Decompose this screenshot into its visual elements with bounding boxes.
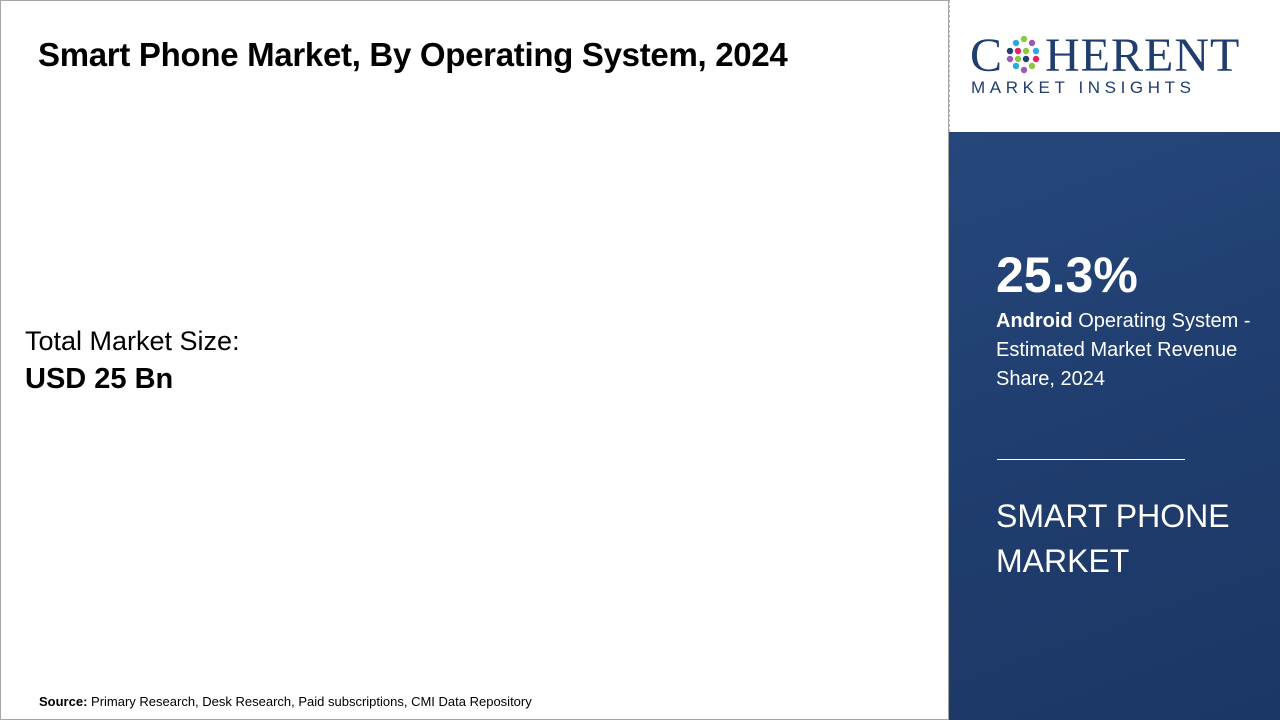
- market-name: SMART PHONE MARKET: [996, 498, 1230, 579]
- logo-tagline: MARKET INSIGHTS: [971, 78, 1196, 97]
- market-size-value: USD 25 Bn: [25, 363, 174, 395]
- title: Smart Phone Market, By Operating System,…: [38, 36, 788, 73]
- highlight-description: Android Operating System - Estimated Mar…: [996, 307, 1266, 394]
- logo-start: C: [970, 29, 1004, 82]
- content-panel: [0, 0, 949, 720]
- segment-name: Android: [996, 310, 1073, 332]
- logo-end: HERENT: [1045, 29, 1241, 82]
- logo-icon: [1006, 35, 1040, 74]
- source-text: Primary Research, Desk Research, Paid su…: [91, 694, 532, 709]
- divider: [997, 459, 1185, 460]
- logo-name: C HERENT: [970, 28, 1240, 83]
- logo-box: [949, 0, 1280, 132]
- segment-description: Operating System - Estimated Market Reve…: [996, 310, 1251, 390]
- source: Source: Primary Research, Desk Research,…: [39, 694, 532, 709]
- highlight-panel: [949, 132, 1280, 720]
- source-label: Source:: [39, 694, 88, 709]
- market-size-label: Total Market Size:: [25, 326, 240, 356]
- highlight-stat: 25.3%: [996, 247, 1138, 303]
